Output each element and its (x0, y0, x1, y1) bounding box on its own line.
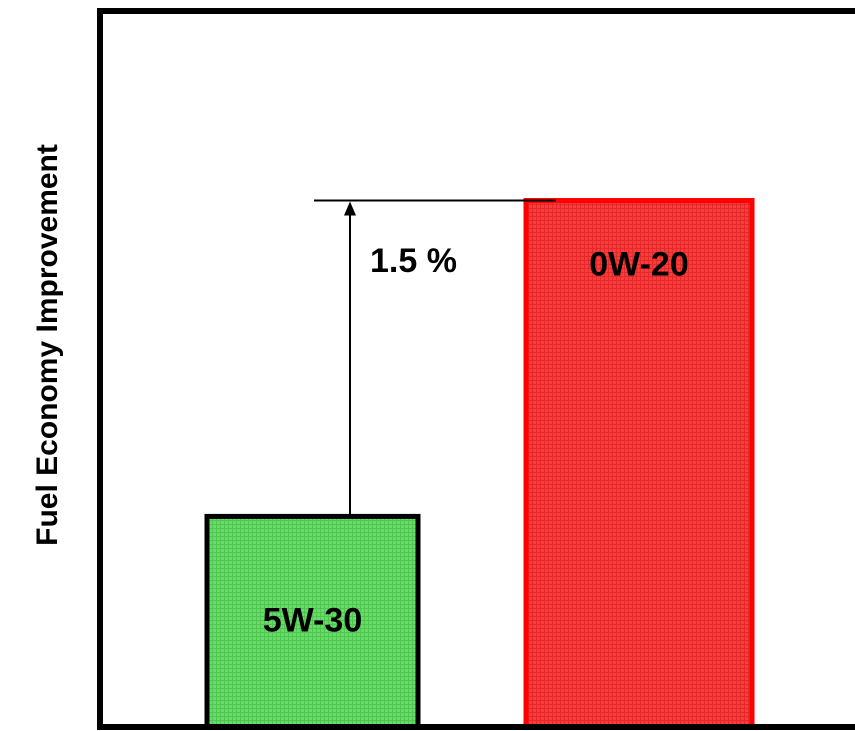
bars-layer: 5W-30 0W-20 (204, 198, 755, 730)
bar-5w-30 (204, 513, 421, 730)
annotation-layer: 1.5 % (314, 199, 556, 517)
bar-label-5w-30: 5W-30 (263, 602, 362, 640)
bar-label-0w-20: 0W-20 (589, 246, 688, 284)
bar-0w-20 (523, 198, 755, 730)
plot-frame (97, 8, 855, 730)
arrow-head (344, 201, 356, 216)
difference-label: 1.5 % (370, 242, 457, 280)
